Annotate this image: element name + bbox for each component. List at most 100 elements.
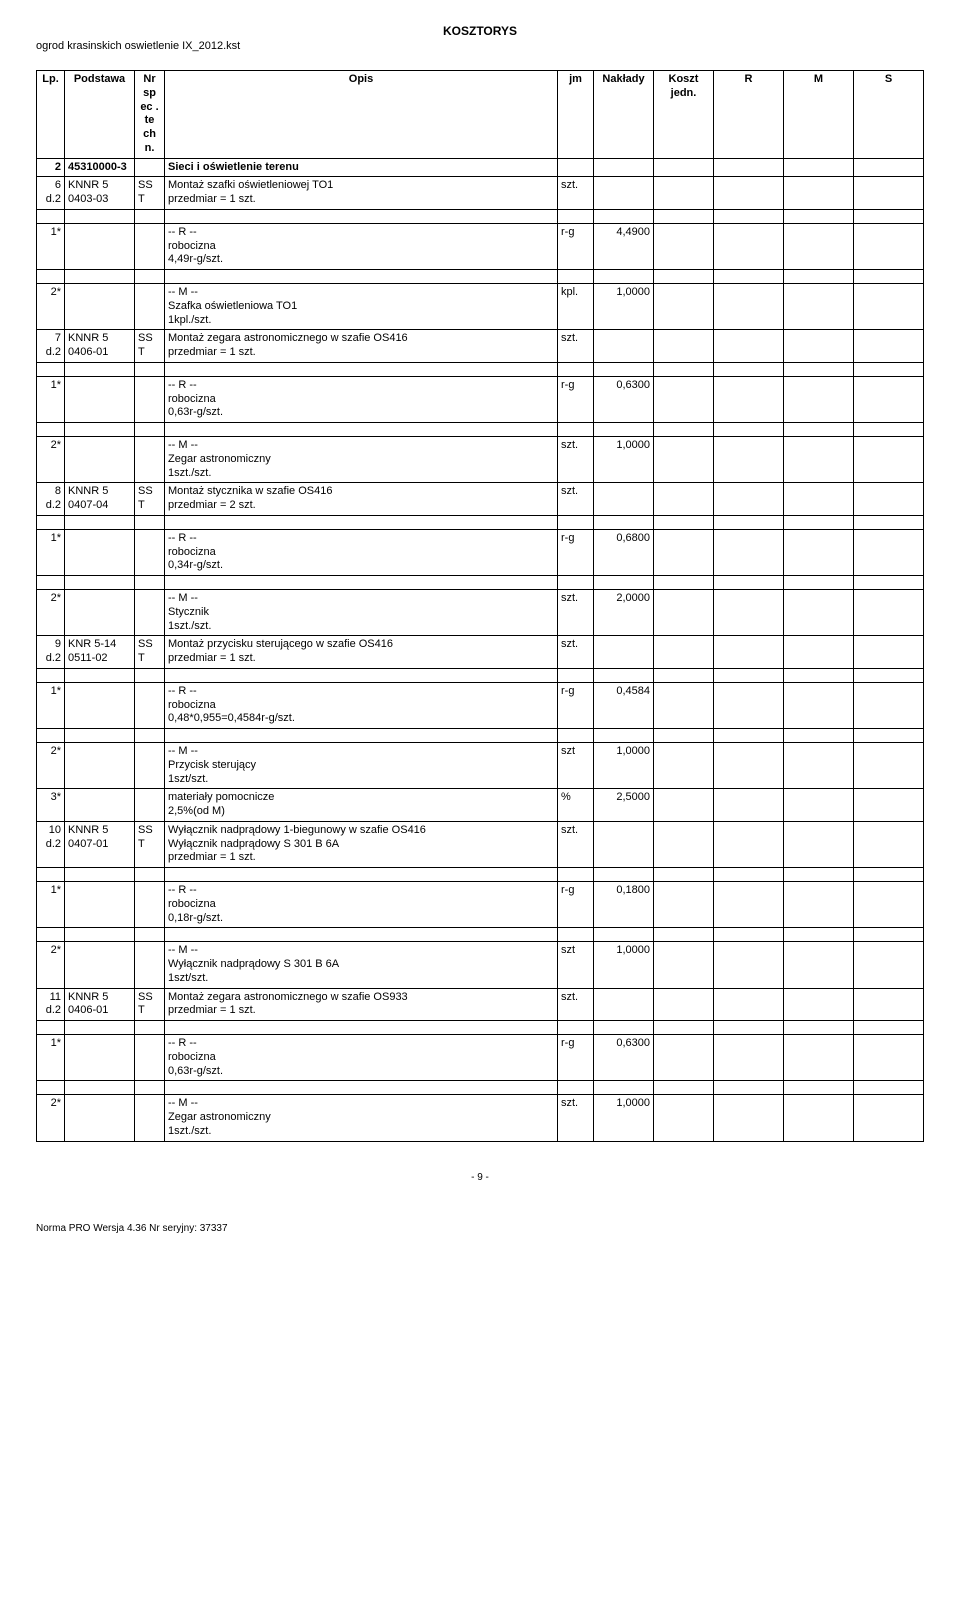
cell bbox=[65, 437, 135, 483]
col-koszt: Koszt jedn. bbox=[654, 71, 714, 159]
table-row: 2* -- M -- Wyłącznik nadprądowy S 301 B … bbox=[37, 942, 924, 988]
cell: 11d.2 bbox=[37, 988, 65, 1021]
cell bbox=[594, 330, 654, 363]
cell bbox=[854, 1095, 924, 1141]
cell: 6d.2 bbox=[37, 177, 65, 210]
cell bbox=[135, 529, 165, 575]
lp: 9 bbox=[55, 638, 61, 650]
cell bbox=[65, 529, 135, 575]
cell bbox=[714, 376, 784, 422]
cell bbox=[714, 789, 784, 822]
page-number: - 9 - bbox=[36, 1172, 924, 1183]
d: d.2 bbox=[46, 193, 61, 205]
cell: KNNR 5 0407-04 bbox=[65, 483, 135, 516]
cell bbox=[784, 376, 854, 422]
cell: -- M -- Wyłącznik nadprądowy S 301 B 6A … bbox=[165, 942, 558, 988]
cell bbox=[784, 682, 854, 728]
cell: SS T bbox=[135, 636, 165, 669]
cell bbox=[854, 330, 924, 363]
table-row bbox=[37, 362, 924, 376]
cell: SS T bbox=[135, 330, 165, 363]
lp: 10 bbox=[49, 824, 61, 836]
cell bbox=[65, 284, 135, 330]
cell: 0,1800 bbox=[594, 882, 654, 928]
cell bbox=[854, 529, 924, 575]
d: d.2 bbox=[46, 499, 61, 511]
kosztorys-table: Lp. Podstawa Nr sp ec . te ch n. Opis jm… bbox=[36, 70, 924, 1142]
cell bbox=[654, 330, 714, 363]
cell: -- R -- robocizna 0,63r-g/szt. bbox=[165, 1035, 558, 1081]
cell bbox=[135, 437, 165, 483]
cell bbox=[654, 789, 714, 822]
cell bbox=[135, 1095, 165, 1141]
cell bbox=[784, 223, 854, 269]
cell: materiały pomocnicze 2,5%(od M) bbox=[165, 789, 558, 822]
cell: szt bbox=[558, 942, 594, 988]
cell bbox=[714, 158, 784, 177]
cell bbox=[784, 789, 854, 822]
d: d.2 bbox=[46, 838, 61, 850]
table-row bbox=[37, 423, 924, 437]
table-row: 2* -- M -- Szafka oświetleniowa TO1 1kpl… bbox=[37, 284, 924, 330]
cell bbox=[784, 743, 854, 789]
cell: SS T bbox=[135, 988, 165, 1021]
cell: Montaż stycznika w szafie OS416 przedmia… bbox=[165, 483, 558, 516]
table-row: 1* -- R -- robocizna 0,34r-g/szt. r-g 0,… bbox=[37, 529, 924, 575]
table-row bbox=[37, 729, 924, 743]
cell: -- R -- robocizna 0,34r-g/szt. bbox=[165, 529, 558, 575]
cell bbox=[714, 1035, 784, 1081]
cell bbox=[135, 789, 165, 822]
table-row bbox=[37, 576, 924, 590]
cell bbox=[65, 1095, 135, 1141]
cell bbox=[854, 437, 924, 483]
table-row: 1* -- R -- robocizna 0,18r-g/szt. r-g 0,… bbox=[37, 882, 924, 928]
cell: -- M -- Zegar astronomiczny 1szt./szt. bbox=[165, 1095, 558, 1141]
cell: r-g bbox=[558, 529, 594, 575]
cell: 1,0000 bbox=[594, 942, 654, 988]
cell bbox=[594, 483, 654, 516]
table-row bbox=[37, 1021, 924, 1035]
table-row: 2* -- M -- Zegar astronomiczny 1szt./szt… bbox=[37, 437, 924, 483]
cell bbox=[65, 789, 135, 822]
table-row: 1* -- R -- robocizna 4,49r-g/szt. r-g 4,… bbox=[37, 223, 924, 269]
cell bbox=[714, 529, 784, 575]
cell bbox=[135, 223, 165, 269]
cell bbox=[135, 376, 165, 422]
cell bbox=[135, 942, 165, 988]
cell bbox=[654, 682, 714, 728]
col-podstawa: Podstawa bbox=[65, 71, 135, 159]
cell bbox=[854, 177, 924, 210]
cell bbox=[854, 376, 924, 422]
cell bbox=[714, 330, 784, 363]
cell bbox=[714, 483, 784, 516]
cell: 2 bbox=[37, 158, 65, 177]
cell: -- M -- Przycisk sterujący 1szt/szt. bbox=[165, 743, 558, 789]
cell bbox=[654, 743, 714, 789]
cell: r-g bbox=[558, 682, 594, 728]
cell bbox=[784, 330, 854, 363]
cell: 1* bbox=[37, 376, 65, 422]
cell: 0,6300 bbox=[594, 376, 654, 422]
cell: 1,0000 bbox=[594, 1095, 654, 1141]
cell: % bbox=[558, 789, 594, 822]
cell: 2* bbox=[37, 743, 65, 789]
cell bbox=[854, 223, 924, 269]
table-header-row: Lp. Podstawa Nr sp ec . te ch n. Opis jm… bbox=[37, 71, 924, 159]
cell: 7d.2 bbox=[37, 330, 65, 363]
cell bbox=[784, 636, 854, 669]
cell: 1* bbox=[37, 682, 65, 728]
cell: SS T bbox=[135, 821, 165, 867]
cell bbox=[784, 988, 854, 1021]
cell bbox=[854, 988, 924, 1021]
cell: szt. bbox=[558, 1095, 594, 1141]
cell bbox=[714, 590, 784, 636]
cell bbox=[784, 942, 854, 988]
table-row: 10d.2 KNNR 5 0407-01 SS T Wyłącznik nadp… bbox=[37, 821, 924, 867]
cell bbox=[135, 682, 165, 728]
col-opis: Opis bbox=[165, 71, 558, 159]
col-lp: Lp. bbox=[37, 71, 65, 159]
cell: 9d.2 bbox=[37, 636, 65, 669]
cell bbox=[714, 284, 784, 330]
cell bbox=[594, 177, 654, 210]
cell bbox=[654, 821, 714, 867]
